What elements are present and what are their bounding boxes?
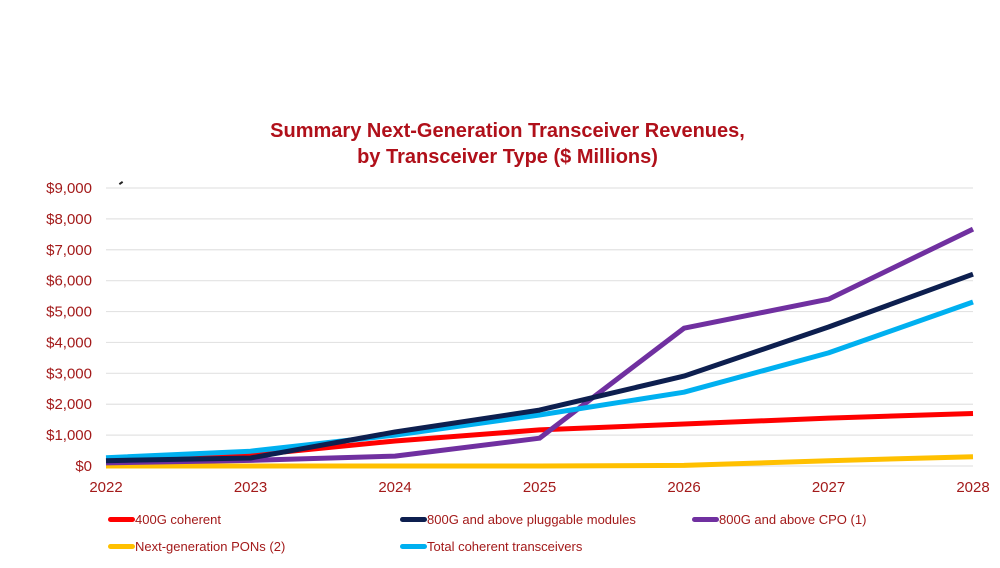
gridlines xyxy=(106,187,973,467)
series-line-total-coherent-transceivers xyxy=(105,299,974,461)
y-tick-label: $3,000 xyxy=(46,365,92,382)
x-axis-ticks: 2022 2023 2024 2025 2026 2027 2028 xyxy=(89,479,989,496)
x-tick-label: 2023 xyxy=(234,479,267,496)
x-tick-label: 2027 xyxy=(812,479,845,496)
y-tick-label: $4,000 xyxy=(46,334,92,351)
chart-title: Summary Next-Generation Transceiver Reve… xyxy=(0,118,1000,170)
y-axis-ticks: $0 $1,000 $2,000 $3,000 $4,000 $5,000 $6,000 $7… xyxy=(46,180,92,475)
chart-title-line-1: Summary Next-Generation Transceiver Reve… xyxy=(270,120,745,142)
x-tick-label: 2022 xyxy=(89,479,122,496)
y-tick-label: $7,000 xyxy=(46,242,92,259)
y-tick-label: $6,000 xyxy=(46,273,92,290)
y-tick-label: $8,000 xyxy=(46,211,92,228)
x-tick-label: 2028 xyxy=(956,479,989,496)
x-tick-label: 2026 xyxy=(667,479,700,496)
x-tick-label: 2025 xyxy=(523,479,556,496)
series-line-800g-and-above-pluggable-modules xyxy=(105,271,974,464)
y-tick-label: $1,000 xyxy=(46,427,92,444)
y-tick-label: $0 xyxy=(75,458,92,475)
series-lines xyxy=(105,226,975,469)
x-tick-label: 2024 xyxy=(378,479,411,496)
series-line-next-generation-pons-2 xyxy=(106,454,974,469)
y-tick-label: $5,000 xyxy=(46,304,92,321)
y-tick-label: $9,000 xyxy=(46,180,92,197)
y-tick-label: $2,000 xyxy=(46,396,92,413)
series-line-400g-coherent xyxy=(105,411,974,464)
chart-title-line-2: by Transceiver Type ($ Millions) xyxy=(357,146,658,168)
